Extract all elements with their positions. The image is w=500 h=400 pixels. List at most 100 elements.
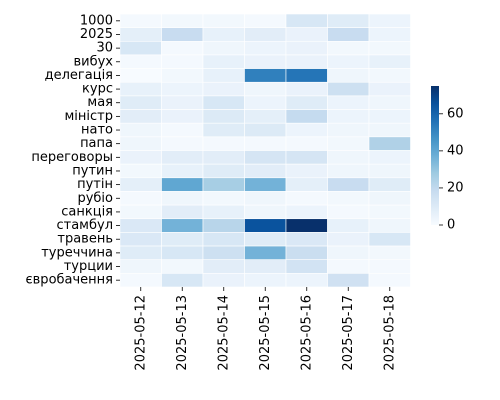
column-label: 2025-05-16 (299, 295, 314, 371)
heatmap-cell (202, 81, 245, 97)
heatmap-cell (202, 95, 245, 110)
heatmap-cell (327, 232, 370, 247)
heatmap-cell (368, 136, 411, 151)
heatmap-cell (327, 27, 370, 42)
heatmap-cell (119, 68, 162, 83)
row-label: нато (81, 123, 113, 138)
colorbar-tick-label: 60 (447, 106, 464, 121)
heatmap-cell (327, 177, 370, 192)
heatmap-cell (244, 232, 287, 247)
heatmap-cell (161, 259, 204, 274)
heatmap-cell (327, 122, 370, 138)
heatmap-cell (202, 150, 245, 165)
heatmap-cell (368, 95, 411, 110)
heatmap-cell (327, 218, 370, 233)
heatmap-cell (161, 177, 204, 192)
heatmap-cell (119, 109, 162, 124)
row-label: делегація (45, 68, 113, 83)
heatmap-cell (202, 218, 245, 233)
row-label: путин (72, 163, 113, 178)
heatmap-cell (285, 150, 328, 165)
heatmap-cell (285, 109, 328, 124)
heatmap-cell (119, 177, 162, 192)
heatmap-cell (244, 136, 287, 151)
heatmap-cell (161, 13, 204, 28)
heatmap-cell (368, 273, 411, 288)
heatmap-cell (368, 40, 411, 56)
heatmap-cell (119, 273, 162, 288)
row-label: вибух (73, 54, 113, 69)
heatmap-cell (368, 27, 411, 42)
heatmap-cell (244, 13, 287, 28)
heatmap-cell (244, 122, 287, 138)
heatmap-cell (119, 13, 162, 28)
heatmap-cell (161, 68, 204, 83)
heatmap-cell (327, 68, 370, 83)
heatmap-cell (368, 191, 411, 206)
heatmap-cell (119, 245, 162, 261)
heatmap-cell (202, 68, 245, 83)
heatmap-cell (161, 81, 204, 97)
heatmap-cell (119, 191, 162, 206)
heatmap-cell (368, 13, 411, 28)
row-label: 30 (96, 41, 113, 56)
heatmap-cell (161, 273, 204, 288)
heatmap-cell (161, 109, 204, 124)
heatmap-cell (119, 122, 162, 138)
heatmap-cell (119, 54, 162, 69)
heatmap-cell (244, 204, 287, 220)
heatmap-cell (119, 218, 162, 233)
heatmap-cell (119, 136, 162, 151)
heatmap-cell (285, 13, 328, 28)
heatmap-cell (368, 204, 411, 220)
row-label: 1000 (80, 13, 113, 28)
heatmap-cell (161, 40, 204, 56)
heatmap-cell (285, 245, 328, 261)
heatmap-cell (244, 95, 287, 110)
heatmap-cell (244, 27, 287, 42)
heatmap-cell (202, 40, 245, 56)
heatmap-cell (161, 218, 204, 233)
colorbar-gradient (431, 86, 439, 225)
heatmap-cell (285, 273, 328, 288)
column-labels: 2025-05-12 2025-05-13 2025-05-14 2025-05-15… (133, 287, 397, 371)
heatmap-cell (285, 40, 328, 56)
heatmap-cell (161, 245, 204, 261)
heatmap-cell (327, 204, 370, 220)
heatmap-cell (244, 68, 287, 83)
heatmap-cell (244, 150, 287, 165)
row-label: санкція (61, 204, 113, 219)
column-label: 2025-05-15 (258, 295, 273, 371)
heatmap-cells (119, 13, 411, 288)
heatmap-cell (285, 232, 328, 247)
colorbar-tick-label: 40 (447, 143, 464, 158)
heatmap-cell (161, 95, 204, 110)
heatmap-cell (368, 122, 411, 138)
colorbar: 0 20 40 60 (431, 86, 464, 233)
heatmap-cell (327, 81, 370, 97)
row-label: євробачення (26, 273, 113, 288)
heatmap-cell (244, 259, 287, 274)
heatmap-cell (202, 122, 245, 138)
row-label: турции (64, 259, 113, 274)
heatmap-cell (285, 122, 328, 138)
row-label: міністр (64, 109, 113, 124)
heatmap-cell (202, 177, 245, 192)
heatmap-cell (285, 136, 328, 151)
heatmap-cell (202, 13, 245, 28)
heatmap-cell (161, 232, 204, 247)
heatmap-cell (285, 177, 328, 192)
colorbar-tick-label: 20 (447, 180, 464, 195)
heatmap-cell (202, 204, 245, 220)
heatmap-cell (368, 218, 411, 233)
row-label: папа (80, 136, 113, 151)
heatmap-cell (285, 204, 328, 220)
column-label: 2025-05-13 (175, 295, 190, 371)
heatmap-cell (327, 191, 370, 206)
row-labels: 1000202530вибухделегаціякурсмаяміністрна… (26, 13, 120, 288)
heatmap-cell (285, 163, 328, 179)
heatmap-cell (368, 259, 411, 274)
heatmap-cell (244, 40, 287, 56)
heatmap-cell (119, 81, 162, 97)
heatmap-cell (119, 27, 162, 42)
